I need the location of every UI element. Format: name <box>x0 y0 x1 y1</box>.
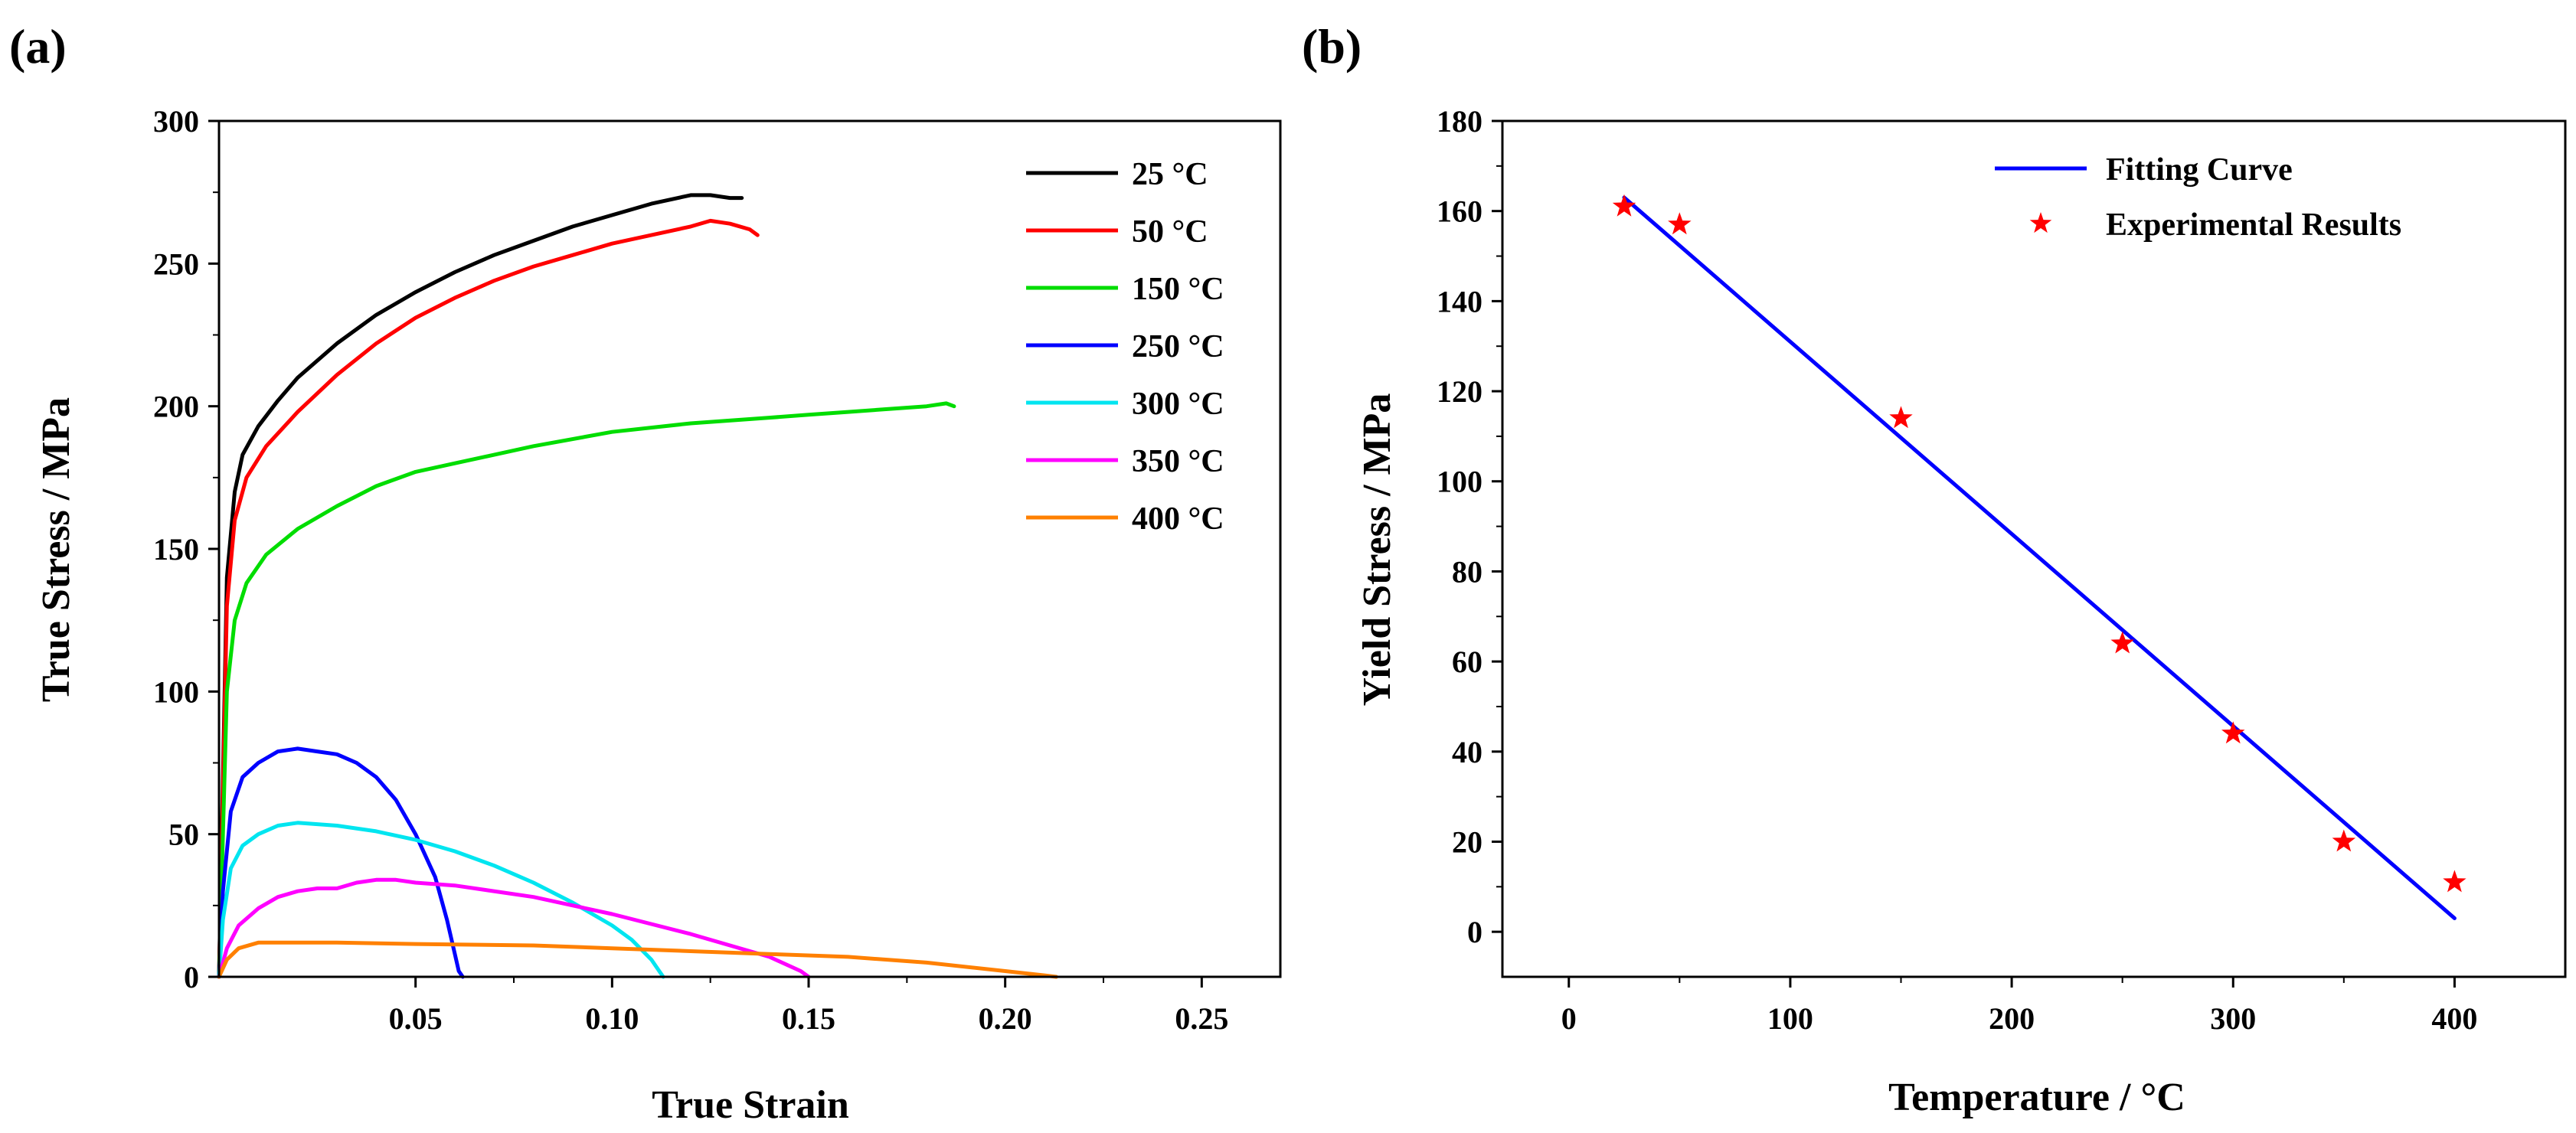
panel-b-legend: Fitting Curve Experimental Results <box>1995 152 2401 243</box>
panel-b-x-axis-title: Temperature / °C <box>1888 1076 2185 1119</box>
series-line-fitting-curve <box>1622 195 2457 920</box>
y-tick-label: 160 <box>1437 194 1483 229</box>
legend-label-fitting-curve: Fitting Curve <box>2106 152 2293 188</box>
legend-marker-experimental-results <box>2029 212 2052 233</box>
x-tick-label: 0 <box>1561 1001 1577 1036</box>
x-tick-label: 100 <box>1767 1001 1813 1036</box>
y-tick-label: 100 <box>153 674 199 709</box>
legend-label-25-c: 25 °C <box>1132 157 1208 192</box>
x-tick-label: 0.15 <box>782 1001 835 1036</box>
data-point-star <box>1889 406 1913 429</box>
x-tick-label: 0.20 <box>979 1001 1032 1036</box>
panel-b-ticks: 0 100 200 300 400 0 20 40 60 80 100 120 140 160 180 <box>1437 104 2477 1036</box>
y-tick-label: 300 <box>153 104 199 139</box>
panel-a-series <box>217 193 1058 979</box>
series-line-250-c <box>217 746 465 979</box>
series-line-50-c <box>217 218 760 979</box>
panel-a-stress-strain: (a) 0.05 0.10 0.15 0.20 0.25 0 50 100 150 200 250 3… <box>9 19 1282 1127</box>
legend-label-300-c: 300 °C <box>1132 387 1224 422</box>
panel-a-label: (a) <box>9 19 67 73</box>
y-tick-label: 200 <box>153 390 199 424</box>
data-point-star <box>2332 829 2356 852</box>
legend-label-experimental-results: Experimental Results <box>2106 207 2401 243</box>
data-point-star <box>1668 212 1692 235</box>
x-tick-label: 300 <box>2210 1001 2256 1036</box>
x-tick-label: 200 <box>1989 1001 2035 1036</box>
panel-a-axes-frame <box>217 119 1282 978</box>
y-tick-label: 180 <box>1437 104 1483 139</box>
panel-b-label: (b) <box>1302 19 1362 73</box>
data-point-star <box>2110 631 2134 654</box>
series-line-300-c <box>217 821 665 979</box>
series-line-400-c <box>217 940 1058 979</box>
y-tick-label: 100 <box>1437 465 1483 499</box>
series-line-25-c <box>217 193 744 979</box>
panel-b-y-axis-title: Yield Stress / MPa <box>1355 393 1399 707</box>
y-tick-label: 150 <box>153 532 199 566</box>
panel-b-series <box>1612 194 2466 920</box>
panel-b-axes-frame <box>1501 119 2567 978</box>
y-tick-label: 80 <box>1452 554 1483 589</box>
y-tick-label: 0 <box>1467 915 1483 949</box>
data-point-star <box>1612 194 1636 217</box>
panel-a-ticks: 0.05 0.10 0.15 0.20 0.25 0 50 100 150 200 250 300 <box>153 104 1228 1036</box>
data-point-star <box>2443 870 2466 893</box>
legend-label-400-c: 400 °C <box>1132 501 1224 537</box>
x-tick-label: 0.10 <box>585 1001 639 1036</box>
x-tick-label: 0.05 <box>389 1001 443 1036</box>
panel-a-legend: 25 °C 50 °C 150 °C 250 °C 300 °C 350 °C 400 °C <box>1026 157 1224 537</box>
y-tick-label: 60 <box>1452 645 1483 679</box>
y-tick-label: 50 <box>168 818 199 852</box>
y-tick-label: 250 <box>153 247 199 281</box>
y-tick-label: 20 <box>1452 824 1483 859</box>
series-line-350-c <box>217 877 811 979</box>
y-tick-label: 0 <box>184 960 199 994</box>
series-line-150-c <box>217 401 956 979</box>
panel-a-x-axis-title: True Strain <box>652 1083 849 1127</box>
data-point-star <box>2221 721 2245 744</box>
x-tick-label: 0.25 <box>1175 1001 1228 1036</box>
legend-label-350-c: 350 °C <box>1132 444 1224 479</box>
y-tick-label: 40 <box>1452 735 1483 769</box>
legend-label-50-c: 50 °C <box>1132 214 1208 250</box>
y-tick-label: 140 <box>1437 284 1483 318</box>
legend-label-150-c: 150 °C <box>1132 272 1224 307</box>
legend-label-250-c: 250 °C <box>1132 329 1224 364</box>
panel-a-y-axis-title: True Stress / MPa <box>34 397 78 702</box>
x-tick-label: 400 <box>2431 1001 2477 1036</box>
y-tick-label: 120 <box>1437 374 1483 409</box>
panel-b-yield-temperature: (b) 0 100 200 300 400 0 20 40 60 80 100 120 140 160 18… <box>1302 19 2567 1119</box>
